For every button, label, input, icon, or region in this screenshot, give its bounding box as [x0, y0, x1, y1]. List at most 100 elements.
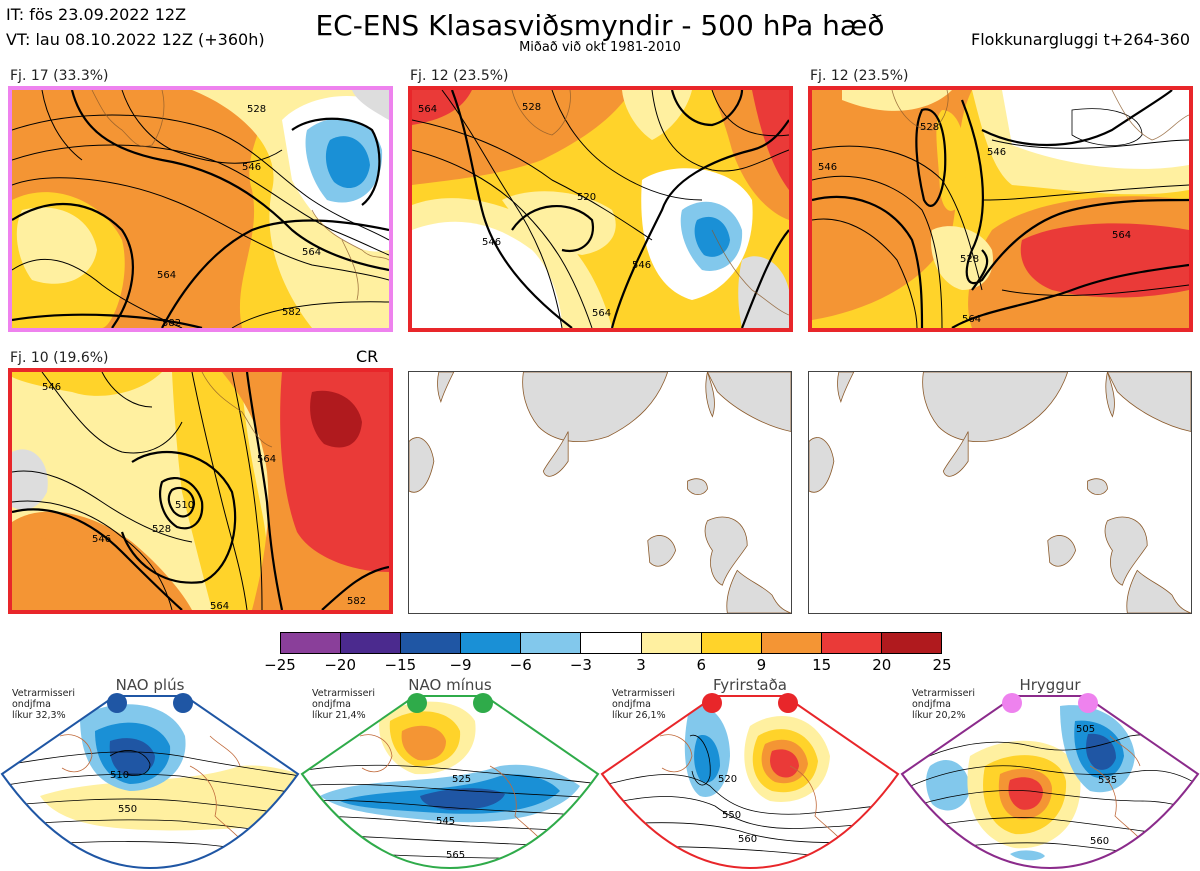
cluster-1-contour-labels: 528 546 564 564 582 582	[157, 104, 321, 328]
contour-label: 520	[718, 774, 737, 785]
regime-ridge: 505 535 560 Hryggur Vetrarmisseri ondjfm…	[900, 676, 1200, 871]
note-line: líkur 32,3%	[12, 710, 66, 721]
contour-label: 520	[577, 192, 596, 203]
contour-label: 564	[210, 601, 229, 610]
contour-label: 582	[347, 596, 366, 607]
cluster-4-label: Fj. 10 (19.6%)	[10, 350, 109, 366]
regime-blocking: 520 550 560 Fyrirstaða Vetrarmisseri ond…	[600, 676, 900, 871]
contour-label: 510	[175, 500, 194, 511]
base-map-6	[809, 372, 1191, 613]
regime-blocking-map: 520 550 560	[600, 693, 900, 870]
regime-frame	[900, 695, 1200, 870]
contour-label: 510	[110, 770, 129, 781]
regime-note: Vetrarmisseri ondjfma líkur 21,4%	[312, 688, 375, 721]
contour-label: 528	[960, 254, 979, 265]
regime-nao-plus: 510 550 NAO plús Vetrarmisseri ondjfma l…	[0, 676, 300, 871]
page-subtitle: Miðað við okt 1981-2010	[519, 40, 681, 55]
colorbar-swatch	[461, 633, 522, 653]
note-line: Vetrarmisseri	[312, 688, 375, 699]
regime-note: Vetrarmisseri ondjfma líkur 32,3%	[12, 688, 75, 721]
contour-label: 528	[522, 102, 541, 113]
contour-label: 528	[152, 524, 171, 535]
cluster-1-map[interactable]: 528 546 564 564 582 582	[8, 86, 393, 332]
contour-label: 545	[436, 816, 455, 827]
colorbar-swatch	[581, 633, 642, 653]
cluster-2-field: 564 528 546 520 546 564	[412, 90, 789, 328]
valid-time-label: VT: lau 08.10.2022 12Z (+360h)	[6, 30, 265, 49]
cluster-2-label: Fj. 12 (23.5%)	[410, 68, 509, 84]
regime-dot	[702, 693, 722, 713]
base-map-5	[409, 372, 791, 613]
note-line: Vetrarmisseri	[612, 688, 675, 699]
contour-label: 546	[42, 382, 61, 393]
contour-label: 525	[452, 774, 471, 785]
contour-label: 564	[418, 104, 437, 115]
note-line: ondjfma	[912, 699, 951, 710]
colorbar-tick-label: 6	[696, 656, 707, 674]
colorbar-swatch	[341, 633, 402, 653]
contour-label: 560	[738, 834, 757, 845]
regime-note: Vetrarmisseri ondjfma líkur 20,2%	[912, 688, 975, 721]
regime-dot	[1002, 693, 1022, 713]
colorbar-tick-label: −15	[384, 656, 417, 674]
colorbar-tick-label: 9	[756, 656, 767, 674]
note-line: líkur 20,2%	[912, 710, 966, 721]
contour-label: 546	[987, 147, 1006, 158]
regime-frame	[300, 695, 600, 870]
regime-nao-minus: 525 545 565 NAO mínus Vetrarmisseri ondj…	[300, 676, 600, 871]
contour-label: 564	[1112, 230, 1131, 241]
regime-dot	[173, 693, 193, 713]
cluster-2-map[interactable]: 564 528 546 520 546 564	[408, 86, 793, 332]
colorbar-tick-label: 20	[872, 656, 892, 674]
contour-label: 528	[920, 122, 939, 133]
contour-label: 546	[818, 162, 837, 173]
empty-map-5	[408, 371, 792, 614]
contour-label: 505	[1076, 724, 1095, 735]
contour-label: 564	[592, 308, 611, 319]
empty-map-6	[808, 371, 1192, 614]
note-line: ondjfma	[612, 699, 651, 710]
cluster-3-contour-labels: 528 546 546 564 528 564	[818, 122, 1131, 325]
contour-label: 528	[247, 104, 266, 115]
note-line: líkur 26,1%	[612, 710, 666, 721]
contour-label: 546	[482, 237, 501, 248]
colorbar-swatch	[521, 633, 582, 653]
regime-ridge-map: 505 535 560	[900, 693, 1200, 870]
regime-frame	[600, 695, 900, 870]
colorbar-tick-label: −9	[449, 656, 472, 674]
regime-nao-minus-map: 525 545 565	[300, 693, 600, 870]
colorbar-tick-label: 25	[932, 656, 952, 674]
note-line: Vetrarmisseri	[12, 688, 75, 699]
note-line: ondjfma	[12, 699, 51, 710]
classification-window-label: Flokkunargluggi t+264-360	[971, 30, 1190, 49]
contour-label: 535	[1098, 775, 1117, 786]
contour-label: 546	[92, 534, 111, 545]
contour-label: 564	[157, 270, 176, 281]
note-line: Vetrarmisseri	[912, 688, 975, 699]
contour-label: 546	[632, 260, 651, 271]
colorbar-tick-label: −25	[264, 656, 296, 674]
regime-title: Hryggur	[1019, 676, 1081, 694]
regime-title: NAO mínus	[408, 676, 492, 694]
colorbar-swatch	[761, 633, 822, 653]
colorbar-tick-label: −3	[569, 656, 592, 674]
cluster-1-label: Fj. 17 (33.3%)	[10, 68, 109, 84]
regime-dot	[1078, 693, 1098, 713]
cluster-3-map[interactable]: 528 546 546 564 528 564	[808, 86, 1193, 332]
cluster-2-contour-labels: 564 528 546 520 546 564	[418, 102, 651, 319]
colorbar-tick-label: −6	[509, 656, 532, 674]
regime-note: Vetrarmisseri ondjfma líkur 26,1%	[612, 688, 675, 721]
regime-title: Fyrirstaða	[713, 676, 787, 694]
regime-title: NAO plús	[115, 676, 185, 694]
contour-label: 582	[162, 318, 181, 328]
regime-dot	[107, 693, 127, 713]
contour-label: 565	[446, 850, 465, 861]
cluster-4-map[interactable]: 546 510 528 564 564 546 582	[8, 368, 393, 614]
regime-nao-plus-map: 510 550	[0, 693, 300, 870]
regime-dot	[473, 693, 493, 713]
regime-dot	[407, 693, 427, 713]
contour-label: 550	[118, 804, 137, 815]
contour-label: 564	[302, 247, 321, 258]
note-line: ondjfma	[312, 699, 351, 710]
anomaly-colorbar	[280, 632, 942, 654]
